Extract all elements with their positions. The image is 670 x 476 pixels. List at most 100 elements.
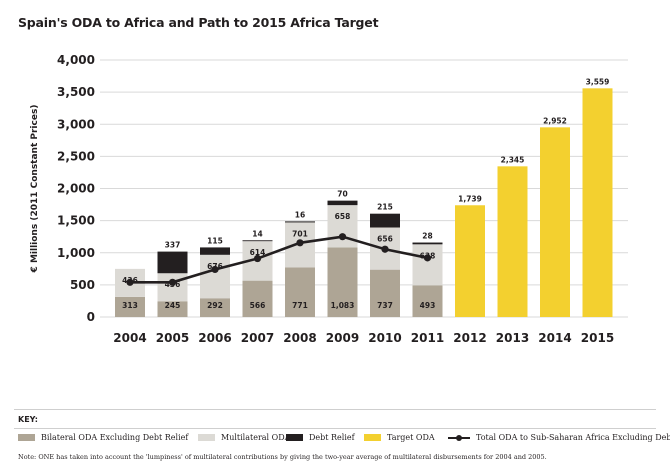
bar-debt-relief (327, 200, 358, 206)
data-label: 313 (122, 301, 138, 310)
y-tick-label: 2,000 (57, 182, 95, 196)
key-mid-rule (14, 428, 656, 429)
data-label: 70 (337, 190, 347, 199)
data-label: 2,952 (543, 116, 567, 125)
bar-bilateral (285, 267, 315, 317)
x-tick-label: 2015 (581, 331, 614, 345)
x-tick-label: 2006 (198, 331, 231, 345)
bar-labels: 313 436 245 436 337 292 676 115 566 614 14 771 701 16… (122, 77, 609, 310)
data-label: 614 (250, 248, 266, 257)
legend-item-bilateral: Bilateral ODA Excluding Debt Relief (18, 433, 188, 442)
data-label: 115 (207, 236, 223, 245)
x-tick-label: 2011 (411, 331, 444, 345)
data-label: 14 (252, 229, 262, 238)
bar-debt-relief (200, 247, 230, 255)
data-label: 701 (292, 229, 308, 238)
data-label: 1,083 (331, 301, 355, 310)
legend-item-debt-relief: Debt Relief (286, 433, 355, 442)
bar-debt-relief (370, 213, 400, 228)
total-oda-polyline (130, 235, 428, 284)
bar-bilateral (115, 296, 145, 317)
legend-label: Bilateral ODA Excluding Debt Relief (41, 433, 189, 442)
legend: Bilateral ODA Excluding Debt Relief Mult… (18, 433, 670, 447)
data-label: 656 (377, 234, 393, 243)
line-point (423, 254, 432, 262)
data-label: 16 (295, 210, 305, 219)
x-tick-label: 2004 (113, 331, 146, 345)
data-label: 638 (420, 251, 436, 260)
legend-label: Multilateral ODA (221, 433, 291, 442)
legend-swatch-multilateral (198, 434, 215, 441)
legend-line-icon (448, 434, 470, 442)
data-label: 292 (207, 301, 223, 310)
line-point (338, 233, 347, 241)
line-point (253, 254, 262, 263)
line-point (296, 239, 304, 247)
bar-debt-relief (412, 242, 443, 245)
line-point (168, 278, 177, 286)
y-tick-label: 500 (70, 278, 95, 292)
bar-debt-relief (285, 221, 315, 223)
y-tick-label: 3,000 (57, 117, 95, 131)
data-label: 3,559 (586, 77, 610, 86)
data-label: 28 (422, 232, 432, 241)
data-label: 676 (207, 262, 223, 271)
data-label: 2,345 (501, 155, 525, 164)
line-point (381, 245, 389, 253)
legend-label: Total ODA to Sub-Saharan Africa Excludin… (476, 433, 670, 442)
chart-title: Spain's ODA to Africa and Path to 2015 A… (18, 15, 379, 30)
bar-bilateral (200, 298, 230, 317)
legend-swatch-bilateral (18, 434, 35, 441)
data-label: 771 (292, 301, 308, 310)
line-point (211, 265, 219, 274)
bar-bilateral (412, 285, 443, 317)
data-label: 566 (250, 301, 266, 310)
legend-swatch-debt-relief (286, 434, 303, 441)
legend-item-total-line: Total ODA to Sub-Saharan Africa Excludin… (448, 433, 670, 442)
data-label: 245 (165, 301, 181, 310)
x-tick-label: 2012 (453, 331, 486, 345)
legend-label: Debt Relief (309, 433, 355, 442)
x-tick-label: 2013 (496, 331, 529, 345)
chart-canvas: 05001,0001,5002,0002,5003,0003,5004,000 … (30, 53, 628, 345)
data-label: 737 (377, 301, 393, 310)
legend-item-target: Target ODA (364, 433, 435, 442)
bar-debt-relief (242, 240, 273, 242)
y-tick-label: 3,500 (57, 85, 95, 99)
legend-item-multilateral: Multilateral ODA (198, 433, 290, 442)
x-tick-label: 2008 (283, 331, 316, 345)
y-tick-label: 0 (87, 310, 95, 324)
data-label: 1,739 (458, 194, 482, 203)
legend-swatch-target (364, 434, 381, 441)
key-title: KEY: (18, 415, 38, 424)
y-tick-label: 2,500 (57, 149, 95, 163)
line-point (126, 278, 134, 286)
bars (115, 88, 613, 317)
legend-label: Target ODA (387, 433, 435, 442)
bar-target (582, 88, 613, 317)
bar-multilateral (200, 254, 230, 299)
bar-bilateral (157, 301, 188, 317)
data-label: 436 (165, 280, 181, 289)
bar-target (540, 127, 570, 317)
x-axis-ticks: 2004 2005 2006 2007 2008 2009 2010 2011 2012 2013… (113, 331, 614, 345)
y-tick-label: 1,500 (57, 214, 95, 228)
data-label: 337 (165, 241, 181, 250)
x-tick-label: 2007 (241, 331, 274, 345)
y-axis-ticks: 0 500 1,000 1,500 2,000 2,500 3,000 3,500 4,000 (57, 53, 95, 324)
bar-multilateral (412, 244, 443, 286)
x-tick-label: 2005 (156, 331, 189, 345)
bar-bilateral (370, 269, 400, 317)
bar-multilateral (157, 273, 188, 302)
total-oda-line (126, 233, 432, 286)
data-label: 493 (420, 301, 436, 310)
data-label: 436 (122, 276, 138, 285)
data-label: 658 (335, 212, 351, 221)
bar-debt-relief (157, 251, 188, 274)
bar-target (455, 205, 485, 317)
key-top-rule (14, 409, 656, 410)
x-tick-label: 2010 (368, 331, 401, 345)
y-tick-label: 1,000 (57, 246, 95, 260)
footnote: Note: ONE has taken into account the 'lu… (18, 453, 547, 461)
data-label: 215 (377, 203, 393, 212)
